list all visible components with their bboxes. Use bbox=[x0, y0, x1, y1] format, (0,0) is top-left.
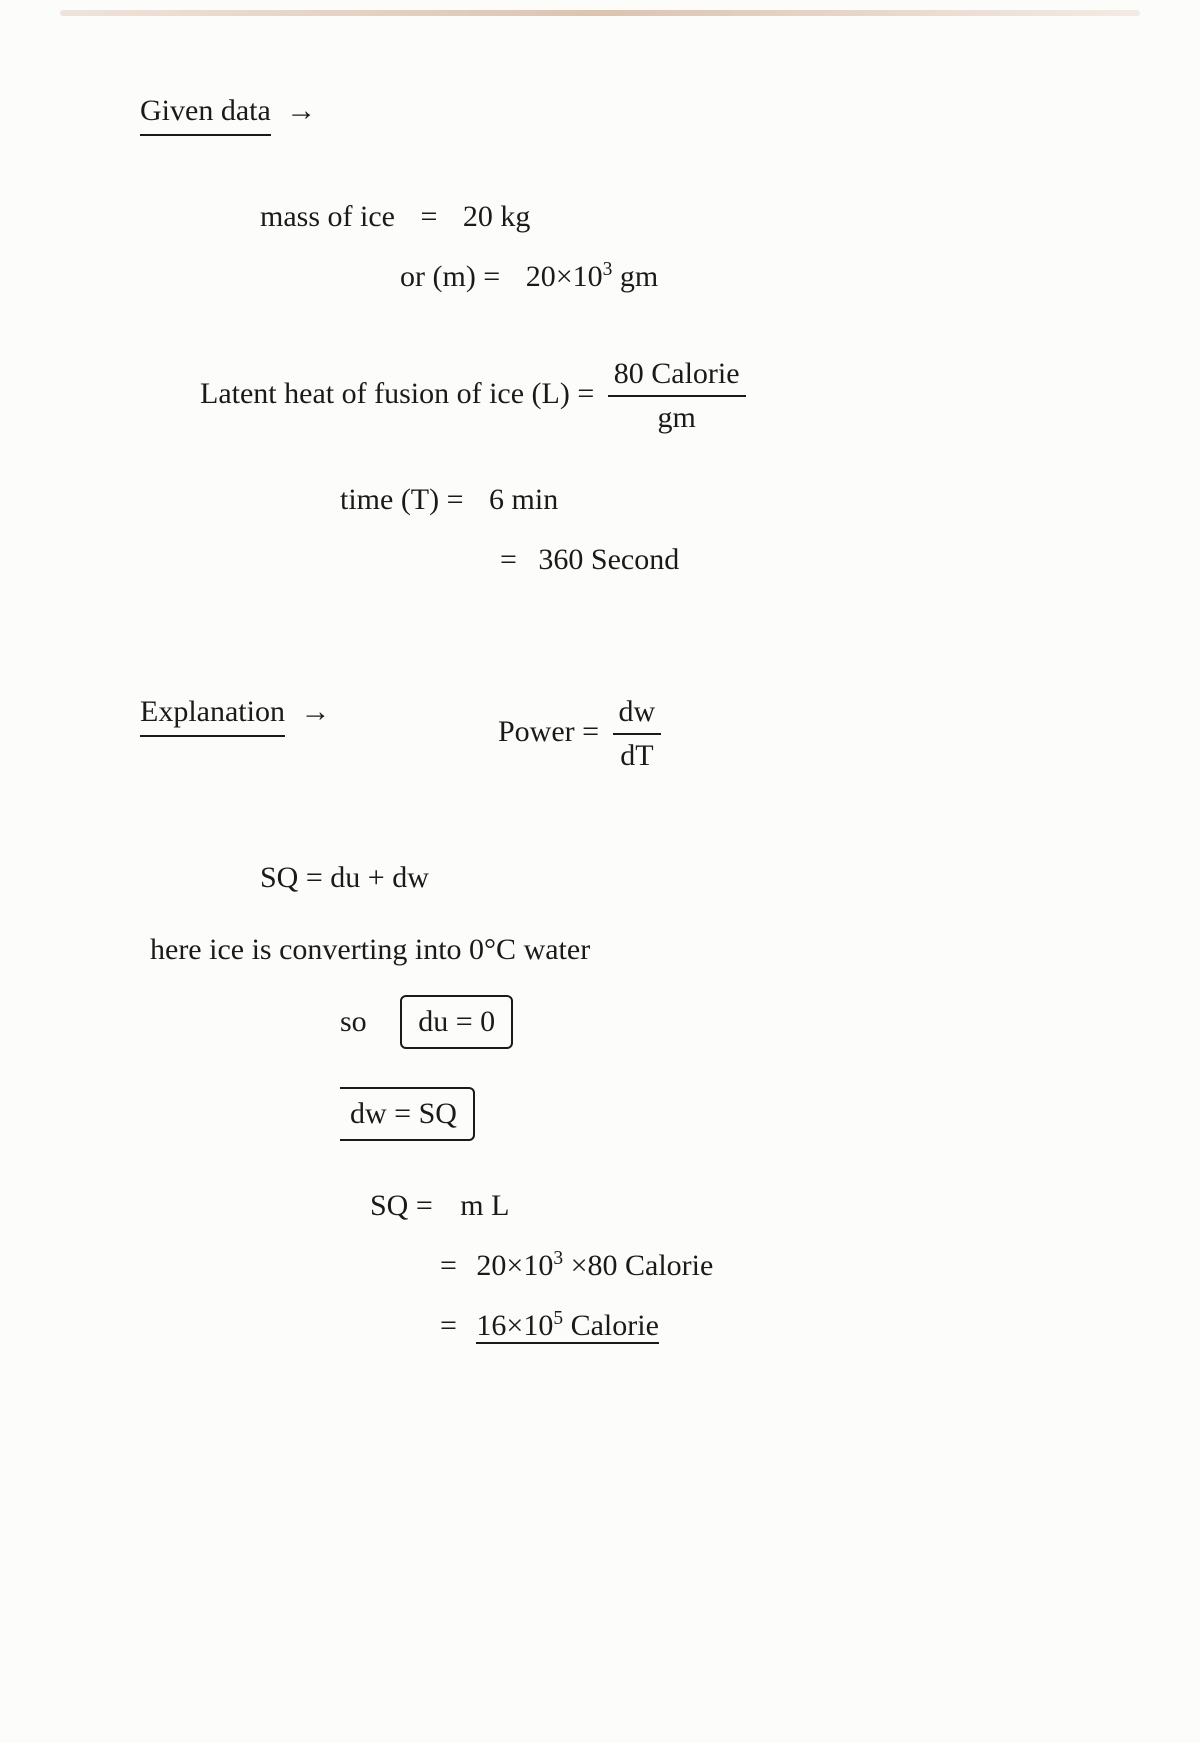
given-data-heading-row: Given data → bbox=[140, 90, 1090, 146]
time-line-2: = 360 Second bbox=[500, 539, 1090, 581]
sq-ml-line: SQ = m L bbox=[370, 1185, 1090, 1227]
sq-eq-line: SQ = du + dw bbox=[260, 857, 1090, 899]
explanation-heading: Explanation bbox=[140, 691, 285, 737]
du-zero-line: so du = 0 bbox=[340, 991, 1090, 1053]
dw-sq-line: dw = SQ bbox=[340, 1083, 1090, 1145]
mass-value-kg: 20 kg bbox=[463, 200, 531, 233]
time-label: time (T) = bbox=[340, 483, 464, 516]
mass-line-1: mass of ice = 20 kg bbox=[260, 196, 1090, 238]
mass-label: mass of ice bbox=[260, 200, 395, 233]
latent-heat-fraction: 80 Calorie gm bbox=[608, 353, 746, 439]
given-data-block: mass of ice = 20 kg or (m) = 20×103 gm L… bbox=[260, 196, 1090, 581]
sq-label: SQ = bbox=[370, 1189, 433, 1222]
arrow-icon: → bbox=[286, 90, 316, 132]
latent-heat-num: 80 Calorie bbox=[608, 353, 746, 397]
mass-or-m: or (m) = bbox=[400, 260, 500, 293]
power-expr: Power = dw dT bbox=[498, 691, 667, 777]
du-zero-box: du = 0 bbox=[400, 995, 513, 1049]
equals: = bbox=[420, 200, 437, 233]
time-sec: 360 Second bbox=[538, 543, 679, 576]
latent-heat-line: Latent heat of fusion of ice (L) = 80 Ca… bbox=[200, 353, 1090, 439]
power-label: Power = bbox=[498, 715, 599, 748]
given-data-heading: Given data bbox=[140, 90, 271, 136]
result-value: 16×105 Calorie bbox=[476, 1309, 658, 1344]
latent-heat-den: gm bbox=[608, 397, 746, 439]
power-fraction: dw dT bbox=[613, 691, 662, 777]
so-label: so bbox=[340, 1005, 367, 1038]
explanation-heading-row: Explanation → Power = dw dT bbox=[140, 691, 1090, 777]
explanation-block: SQ = du + dw here ice is converting into… bbox=[260, 857, 1090, 1347]
result-line: = 16×105 Calorie bbox=[440, 1305, 1090, 1347]
equals-4: = bbox=[440, 1309, 457, 1342]
calc-1: 20×103 ×80 Calorie bbox=[476, 1249, 713, 1282]
time-line-1: time (T) = 6 min bbox=[340, 479, 1090, 521]
mass-line-2: or (m) = 20×103 gm bbox=[400, 256, 1090, 298]
converting-line: here ice is converting into 0°C water bbox=[150, 929, 1090, 971]
power-den: dT bbox=[613, 735, 662, 777]
dw-sq-box: dw = SQ bbox=[340, 1087, 475, 1141]
mass-value-gm: 20×103 gm bbox=[526, 260, 659, 293]
handwritten-page: Given data → mass of ice = 20 kg or (m) … bbox=[0, 0, 1200, 1743]
time-min: 6 min bbox=[489, 483, 558, 516]
page-top-edge bbox=[60, 10, 1140, 16]
calc-line-1: = 20×103 ×80 Calorie bbox=[440, 1245, 1090, 1287]
equals-3: = bbox=[440, 1249, 457, 1282]
power-num: dw bbox=[613, 691, 662, 735]
ml-value: m L bbox=[460, 1189, 509, 1222]
latent-heat-label: Latent heat of fusion of ice (L) = bbox=[200, 377, 594, 410]
equals-2: = bbox=[500, 543, 517, 576]
arrow-icon-2: → bbox=[300, 691, 330, 733]
